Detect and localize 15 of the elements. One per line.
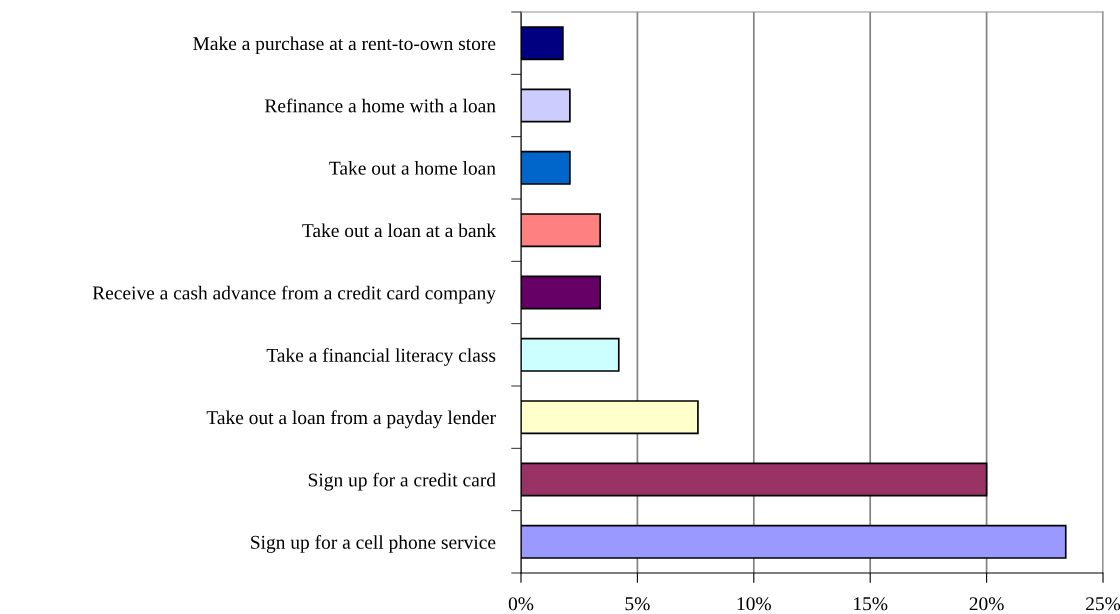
y-tick-label: Take out a loan at a bank — [302, 223, 496, 238]
x-tick-label: 0% — [508, 597, 534, 611]
y-tick-label: Take a financial literacy class — [266, 347, 496, 366]
x-tick-label: 25% — [1086, 597, 1120, 611]
y-tick-label: Sign up for a cell phone service — [251, 534, 496, 553]
y-tick-label: Take out a home loan — [329, 161, 496, 175]
y-tick-label: Refinance a home with a loan — [264, 98, 496, 113]
x-tick-label: 10% — [737, 597, 771, 611]
x-tick-label: 20% — [969, 597, 1004, 611]
x-tick-label: 5% — [625, 597, 650, 611]
x-tick-label: 15% — [854, 597, 888, 611]
y-tick-label: Receive a cash advance from a credit card company — [92, 285, 496, 304]
y-tick-label: Sign up for a credit card — [308, 472, 496, 491]
y-tick-label: Take out a loan from a payday lender — [206, 410, 496, 429]
y-tick-label: Make a purchase at a rent-to-own store — [193, 36, 496, 55]
